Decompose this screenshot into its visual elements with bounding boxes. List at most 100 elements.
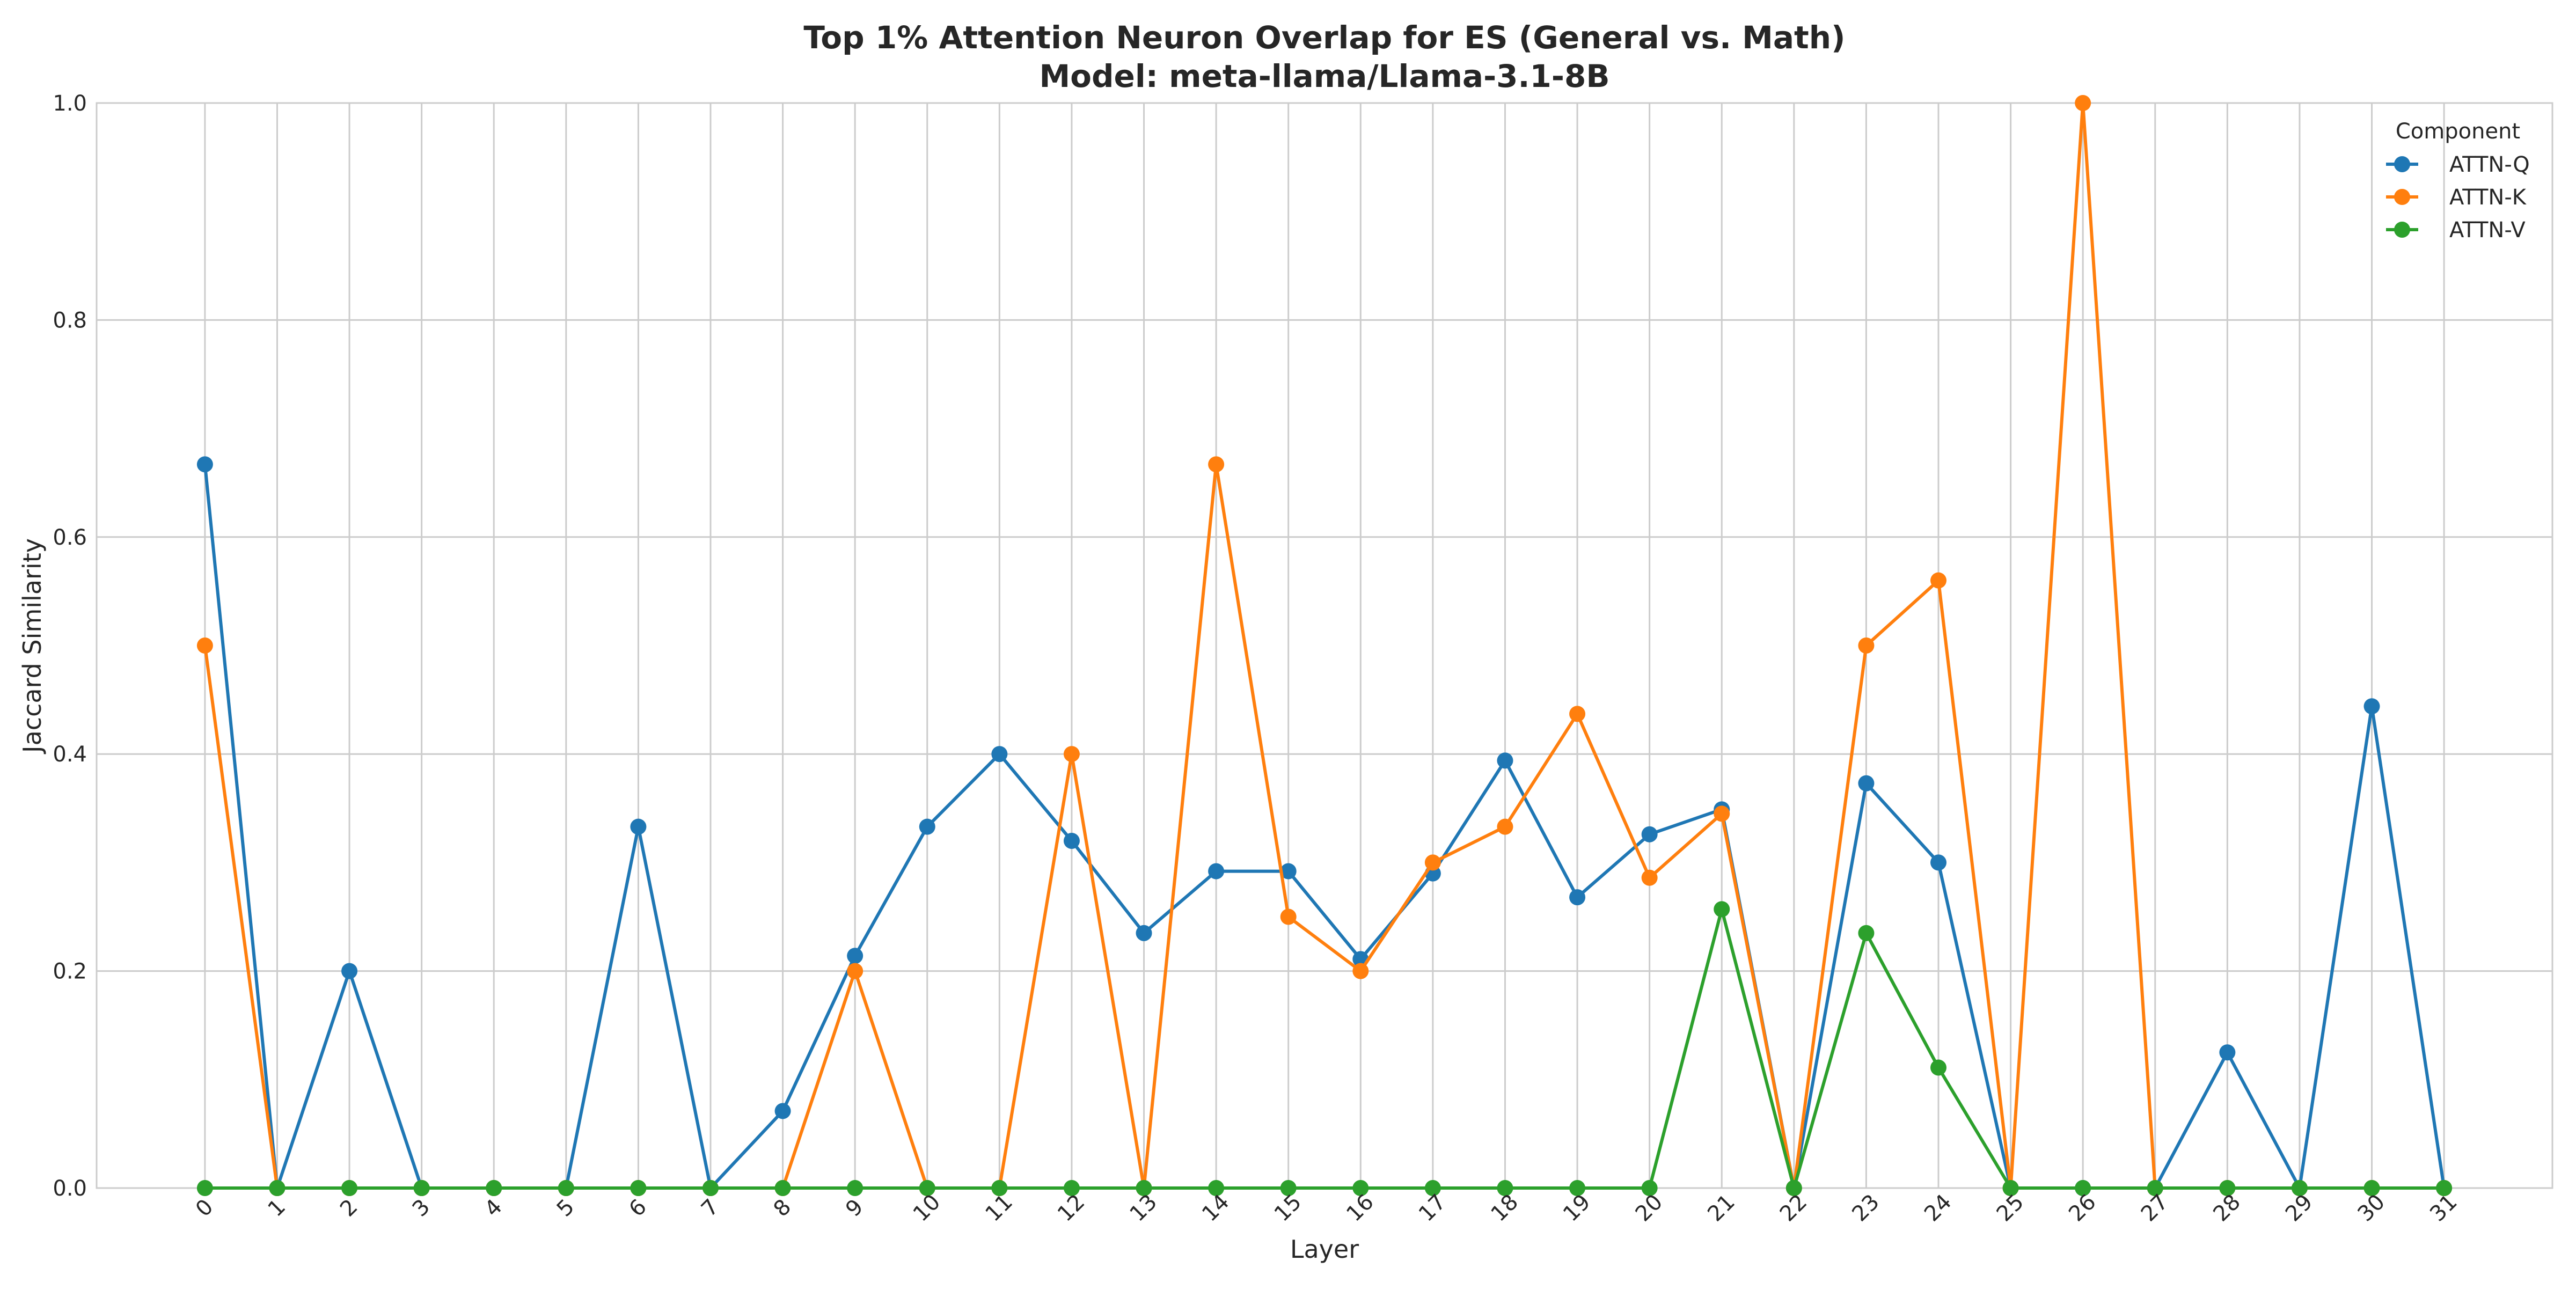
- y-tick-label: 0.6: [53, 525, 87, 550]
- x-tick-label: 31: [2425, 1190, 2462, 1227]
- data-point: [847, 1180, 863, 1196]
- data-point: [1858, 637, 1875, 654]
- x-tick-label: 23: [1847, 1190, 1884, 1227]
- x-tick-label: 30: [2353, 1190, 2390, 1227]
- data-point: [847, 948, 863, 964]
- data-point: [774, 1103, 791, 1119]
- data-point: [702, 1180, 719, 1196]
- legend-label: ATTN-Q: [2449, 152, 2530, 177]
- data-point: [1569, 1180, 1586, 1196]
- tick-labels: 0 1 2 3 4 5 6 7 8 9 10 11 12 13 14 15 16 17 18 19 20 21 22 23 24…: [53, 91, 2462, 1227]
- data-point: [2363, 698, 2380, 715]
- data-point: [919, 1180, 935, 1196]
- x-tick-label: 21: [1703, 1190, 1740, 1227]
- legend-marker: [2394, 156, 2410, 172]
- x-tick-label: 16: [1342, 1190, 1379, 1227]
- x-tick-label: 18: [1487, 1190, 1524, 1227]
- series-line: [203, 101, 2445, 1190]
- x-tick-label: 7: [697, 1194, 724, 1222]
- data-point: [1497, 818, 1513, 835]
- legend-title: Component: [2396, 119, 2520, 144]
- grid: [97, 102, 2552, 1189]
- data-point: [1641, 1180, 1658, 1196]
- data-point: [269, 1180, 286, 1196]
- x-tick-label: 10: [909, 1190, 946, 1227]
- legend-label: ATTN-K: [2449, 185, 2527, 210]
- x-tick-label: 0: [191, 1194, 218, 1222]
- data-point: [2436, 1180, 2453, 1196]
- data-point: [1280, 908, 1297, 925]
- x-tick-label: 15: [1270, 1190, 1307, 1227]
- data-point: [919, 818, 935, 835]
- x-tick-label: 2: [335, 1194, 363, 1222]
- x-tick-label: 4: [480, 1194, 507, 1222]
- x-tick-label: 9: [841, 1194, 868, 1222]
- data-point: [1352, 963, 1369, 979]
- data-point: [2075, 1180, 2091, 1196]
- chart-subtitle: Model: meta-llama/Llama-3.1-8B: [1039, 58, 1609, 94]
- data-point: [1569, 706, 1586, 722]
- x-tick-label: 11: [980, 1190, 1018, 1227]
- data-point: [630, 1180, 647, 1196]
- y-tick-label: 0.0: [53, 1176, 87, 1201]
- x-tick-label: 22: [1775, 1190, 1812, 1227]
- data-point: [1641, 826, 1658, 842]
- data-point: [1424, 1180, 1441, 1196]
- y-tick-label: 0.4: [53, 742, 87, 767]
- series-line: [204, 907, 2445, 1190]
- legend: Component ATTN-Q ATTN-K ATTN-V: [2386, 119, 2530, 243]
- x-tick-label: 27: [2136, 1190, 2174, 1227]
- data-point: [1858, 925, 1875, 941]
- y-tick-label: 0.8: [53, 308, 87, 333]
- data-point: [1424, 854, 1441, 871]
- x-tick-label: 17: [1414, 1190, 1451, 1227]
- plot-frame: [96, 102, 2553, 1189]
- data-point: [2291, 1180, 2308, 1196]
- data-point: [630, 818, 647, 835]
- series-attn-v: [196, 901, 2453, 1196]
- x-tick-label: 13: [1125, 1190, 1162, 1227]
- series-attn-k: [196, 95, 2453, 1196]
- data-point: [1785, 1180, 1802, 1196]
- legend-marker: [2394, 222, 2410, 238]
- data-point: [2002, 1180, 2019, 1196]
- data-point: [1208, 863, 1225, 879]
- x-axis-label: Layer: [1290, 1235, 1359, 1264]
- data-point: [2363, 1180, 2380, 1196]
- data-point: [1858, 775, 1875, 791]
- x-tick-label: 24: [1920, 1190, 1957, 1227]
- data-point: [2147, 1180, 2163, 1196]
- data-point: [847, 963, 863, 979]
- data-point: [196, 637, 213, 654]
- data-point: [991, 1180, 1008, 1196]
- data-point: [1063, 832, 1080, 849]
- data-point: [1641, 869, 1658, 886]
- x-tick-label: 25: [1992, 1190, 2029, 1227]
- data-point: [2219, 1180, 2236, 1196]
- data-point: [196, 1180, 213, 1196]
- legend-marker: [2394, 189, 2410, 205]
- data-point: [991, 746, 1008, 763]
- x-tick-label: 26: [2064, 1190, 2101, 1227]
- data-point: [341, 963, 358, 979]
- data-point: [1497, 752, 1513, 769]
- data-point: [486, 1180, 502, 1196]
- data-point: [1136, 925, 1152, 941]
- data-point: [1280, 1180, 1297, 1196]
- x-tick-label: 19: [1558, 1190, 1596, 1227]
- data-point: [1280, 863, 1297, 879]
- data-point: [2219, 1044, 2236, 1061]
- data-point: [1136, 1180, 1152, 1196]
- data-point: [1208, 456, 1225, 473]
- x-tick-label: 8: [769, 1194, 796, 1222]
- series-group: [196, 95, 2453, 1196]
- data-point: [1930, 572, 1946, 589]
- legend-label: ATTN-V: [2449, 218, 2526, 243]
- data-point: [1714, 901, 1730, 918]
- data-point: [774, 1180, 791, 1196]
- data-point: [341, 1180, 358, 1196]
- data-point: [558, 1180, 574, 1196]
- chart-title: Top 1% Attention Neuron Overlap for ES (…: [803, 19, 1845, 56]
- data-point: [1930, 854, 1946, 871]
- x-tick-label: 28: [2208, 1190, 2245, 1227]
